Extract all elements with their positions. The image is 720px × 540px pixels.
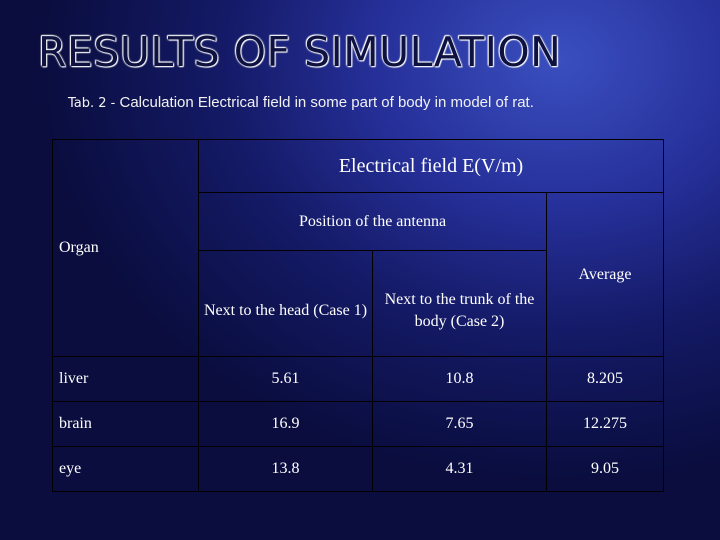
position-header: Position of the antenna (198, 192, 547, 251)
field-header: Electrical field E(V/m) (197, 139, 665, 193)
trunk-value-cell: 7.65 (372, 401, 547, 447)
average-header: Average (545, 192, 665, 357)
table-row: brain 16.9 7.65 12.275 (52, 401, 665, 447)
caption-number: Tab. 2 - (68, 96, 120, 111)
header-row-position: Position of the antenna Average (53, 192, 665, 357)
trunk-value-cell: 10.8 (372, 356, 547, 402)
head-case-header: Next to the head (Case 1) (198, 250, 373, 357)
head-value-cell: 5.61 (198, 356, 373, 402)
table-caption: Tab. 2 - Calculation Electrical field in… (68, 94, 534, 111)
header-row-field: Organ Electrical field E(V/m) (52, 139, 665, 357)
organ-cell: eye (52, 446, 199, 492)
caption-text: Calculation Electrical field in some par… (119, 94, 534, 111)
average-value-cell: 9.05 (545, 446, 665, 492)
results-table: Organ Electrical field E(V/m) Position o… (52, 139, 665, 492)
head-value-cell: 13.8 (198, 446, 373, 492)
organ-cell: brain (52, 401, 199, 447)
slide-title: RESULTS OF SIMULATION (38, 28, 562, 76)
table-row: liver 5.61 10.8 8.205 (52, 356, 665, 402)
header-row-cases: Next to the head (Case 1) Next to the tr… (53, 250, 664, 357)
average-value-cell: 12.275 (545, 401, 665, 447)
head-value-cell: 16.9 (198, 401, 373, 447)
trunk-case-header: Next to the trunk of the body (Case 2) (372, 250, 547, 357)
organ-header: Organ (52, 139, 199, 357)
trunk-value-cell: 4.31 (372, 446, 547, 492)
organ-cell: liver (52, 356, 199, 402)
average-value-cell: 8.205 (545, 356, 665, 402)
table-row: eye 13.8 4.31 9.05 (52, 446, 665, 492)
